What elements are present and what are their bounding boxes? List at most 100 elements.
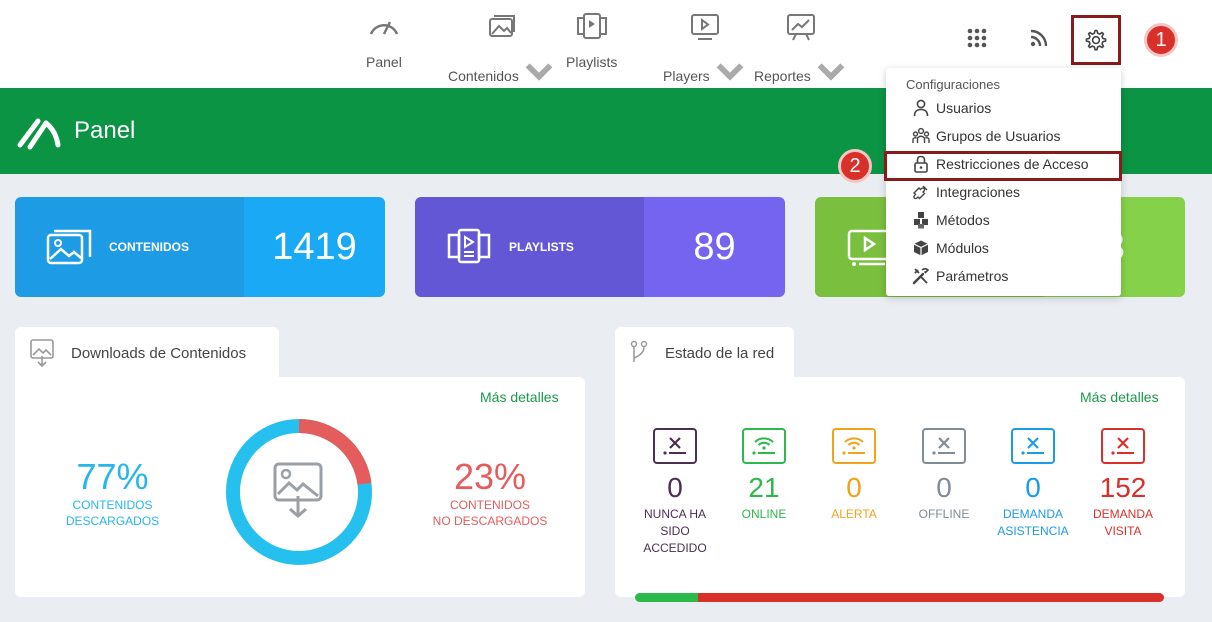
cube-icon: [913, 240, 929, 256]
bar-offline-segment: [698, 593, 1164, 602]
network-status-item[interactable]: 0 OFFLINE: [904, 428, 984, 523]
dropdown-title: Configuraciones: [906, 77, 1000, 92]
network-status-item[interactable]: 0 DEMANDA ASISTENCIA: [993, 428, 1073, 540]
chevron-down-icon: [525, 63, 553, 81]
chevron-down-icon: [716, 63, 744, 81]
rss-icon: [1030, 29, 1048, 47]
network-status-label: OFFLINE: [918, 507, 970, 521]
downloads-more-link[interactable]: Más detalles: [480, 389, 559, 405]
nav-contenidos-label: Contenidos: [448, 68, 519, 84]
menu-item-usuarios[interactable]: Usuarios: [886, 94, 1121, 122]
not-downloaded-label-line2: NO DESCARGADOS: [432, 514, 548, 528]
gauge-icon: [369, 21, 399, 35]
images-icon: [46, 229, 92, 265]
page-title: Panel: [74, 117, 136, 144]
network-status-count: 21: [748, 472, 780, 503]
menu-item-grupos[interactable]: Grupos de Usuarios: [886, 122, 1121, 150]
images-icon: [488, 15, 515, 37]
downloads-tab: Downloads de Contenidos: [15, 327, 279, 379]
menu-item-parametros[interactable]: Parámetros: [886, 262, 1121, 290]
apps-grid-icon: [967, 28, 987, 48]
nav-contenidos[interactable]: Contenidos: [448, 10, 556, 98]
network-status-count: 0: [667, 472, 683, 503]
playlist-icon: [447, 228, 491, 264]
menu-item-restricciones[interactable]: Restricciones de Acceso: [886, 150, 1121, 178]
menu-item-label: Restricciones de Acceso: [936, 156, 1089, 172]
rss-button[interactable]: [1025, 24, 1053, 52]
stat-value: 89: [644, 197, 785, 297]
x-screen-icon: [1101, 428, 1145, 464]
menu-item-label: Métodos: [936, 212, 990, 228]
player-icon: [690, 14, 719, 40]
stat-card-playlists[interactable]: PLAYLISTS 89: [415, 197, 785, 297]
network-status-count: 0: [1025, 472, 1041, 503]
network-status-count: 152: [1099, 472, 1147, 503]
playlist-icon: [576, 13, 607, 39]
network-status-count: 0: [936, 472, 952, 503]
nav-panel[interactable]: Panel: [366, 10, 402, 70]
downloaded-label-line1: CONTENIDOS: [72, 498, 153, 512]
network-panel: Más detalles: [615, 377, 1185, 597]
wifi-screen-icon: [832, 428, 876, 464]
stat-card-left: CONTENIDOS: [15, 197, 244, 297]
settings-dropdown: Configuraciones Usuarios Grupos de Usuar…: [886, 68, 1121, 296]
downloaded-pct: 77%: [76, 456, 149, 497]
menu-item-modulos[interactable]: Módulos: [886, 234, 1121, 262]
x-screen-icon: [1011, 428, 1055, 464]
network-title: Estado de la red: [665, 344, 775, 362]
network-status-item[interactable]: 0 NUNCA HA SIDO ACCEDIDO: [635, 428, 715, 557]
nav-players-label: Players: [663, 68, 710, 84]
chart-board-icon: [786, 14, 815, 41]
wifi-screen-icon: [742, 428, 786, 464]
stat-label: CONTENIDOS: [109, 240, 190, 254]
highlight-restricciones: [884, 151, 1122, 181]
users-group-icon: [912, 127, 930, 143]
gear-icon: [1085, 29, 1107, 51]
nav-playlists[interactable]: Playlists: [566, 10, 617, 70]
gauge-icon: [17, 118, 61, 150]
menu-item-label: Módulos: [936, 240, 989, 256]
nav-panel-label: Panel: [366, 54, 402, 70]
puzzle-icon: [913, 185, 928, 200]
apps-grid-button[interactable]: [963, 24, 991, 52]
menu-item-metodos[interactable]: Métodos: [886, 206, 1121, 234]
menu-item-label: Parámetros: [936, 268, 1009, 284]
stat-card-left: PLAYLISTS: [415, 197, 644, 297]
stat-value: 1419: [244, 197, 385, 297]
nav-reportes-label: Reportes: [754, 68, 811, 84]
step-badge-2: 2: [838, 149, 872, 183]
downloads-panel: Más detalles 77% CONTENIDOS DESCARGADOS …: [15, 377, 585, 597]
downloads-donut-chart: [226, 419, 372, 565]
not-downloaded-pct: 23%: [453, 456, 527, 497]
nav-playlists-label: Playlists: [566, 54, 618, 70]
branch-icon: [630, 340, 648, 362]
not-downloaded-label-line1: CONTENIDOS: [449, 498, 530, 512]
chevron-down-icon: [817, 63, 845, 81]
x-screen-icon: [922, 428, 966, 464]
stat-card-contenidos[interactable]: CONTENIDOS 1419: [15, 197, 385, 297]
menu-item-label: Usuarios: [936, 100, 992, 116]
cubes-icon: [914, 212, 928, 229]
network-status-label: DEMANDA VISITA: [1092, 507, 1153, 538]
network-status-label: ONLINE: [741, 507, 787, 521]
network-more-link[interactable]: Más detalles: [1080, 389, 1159, 405]
lock-icon: [914, 155, 928, 173]
menu-item-label: Grupos de Usuarios: [936, 128, 1061, 144]
not-downloaded-stat: 23% CONTENIDOS NO DESCARGADOS: [425, 457, 555, 529]
stat-label: PLAYLISTS: [509, 240, 574, 254]
settings-button[interactable]: [1071, 15, 1121, 65]
nav-players[interactable]: Players: [663, 10, 747, 98]
tools-icon: [912, 267, 930, 285]
user-icon: [913, 99, 929, 117]
downloads-title: Downloads de Contenidos: [71, 344, 247, 362]
donut-not-downloaded-arc: [226, 419, 372, 565]
nav-reportes[interactable]: Reportes: [754, 10, 848, 98]
step-badge-1: 1: [1144, 23, 1178, 57]
bar-online-segment: [635, 593, 699, 602]
network-status-bar: [635, 593, 1164, 602]
network-status-item[interactable]: 0 ALERTA: [814, 428, 894, 523]
menu-item-integraciones[interactable]: Integraciones: [886, 178, 1121, 206]
network-tab: Estado de la red: [615, 327, 794, 379]
network-status-item[interactable]: 21 ONLINE: [724, 428, 804, 523]
network-status-item[interactable]: 152 DEMANDA VISITA: [1083, 428, 1163, 540]
